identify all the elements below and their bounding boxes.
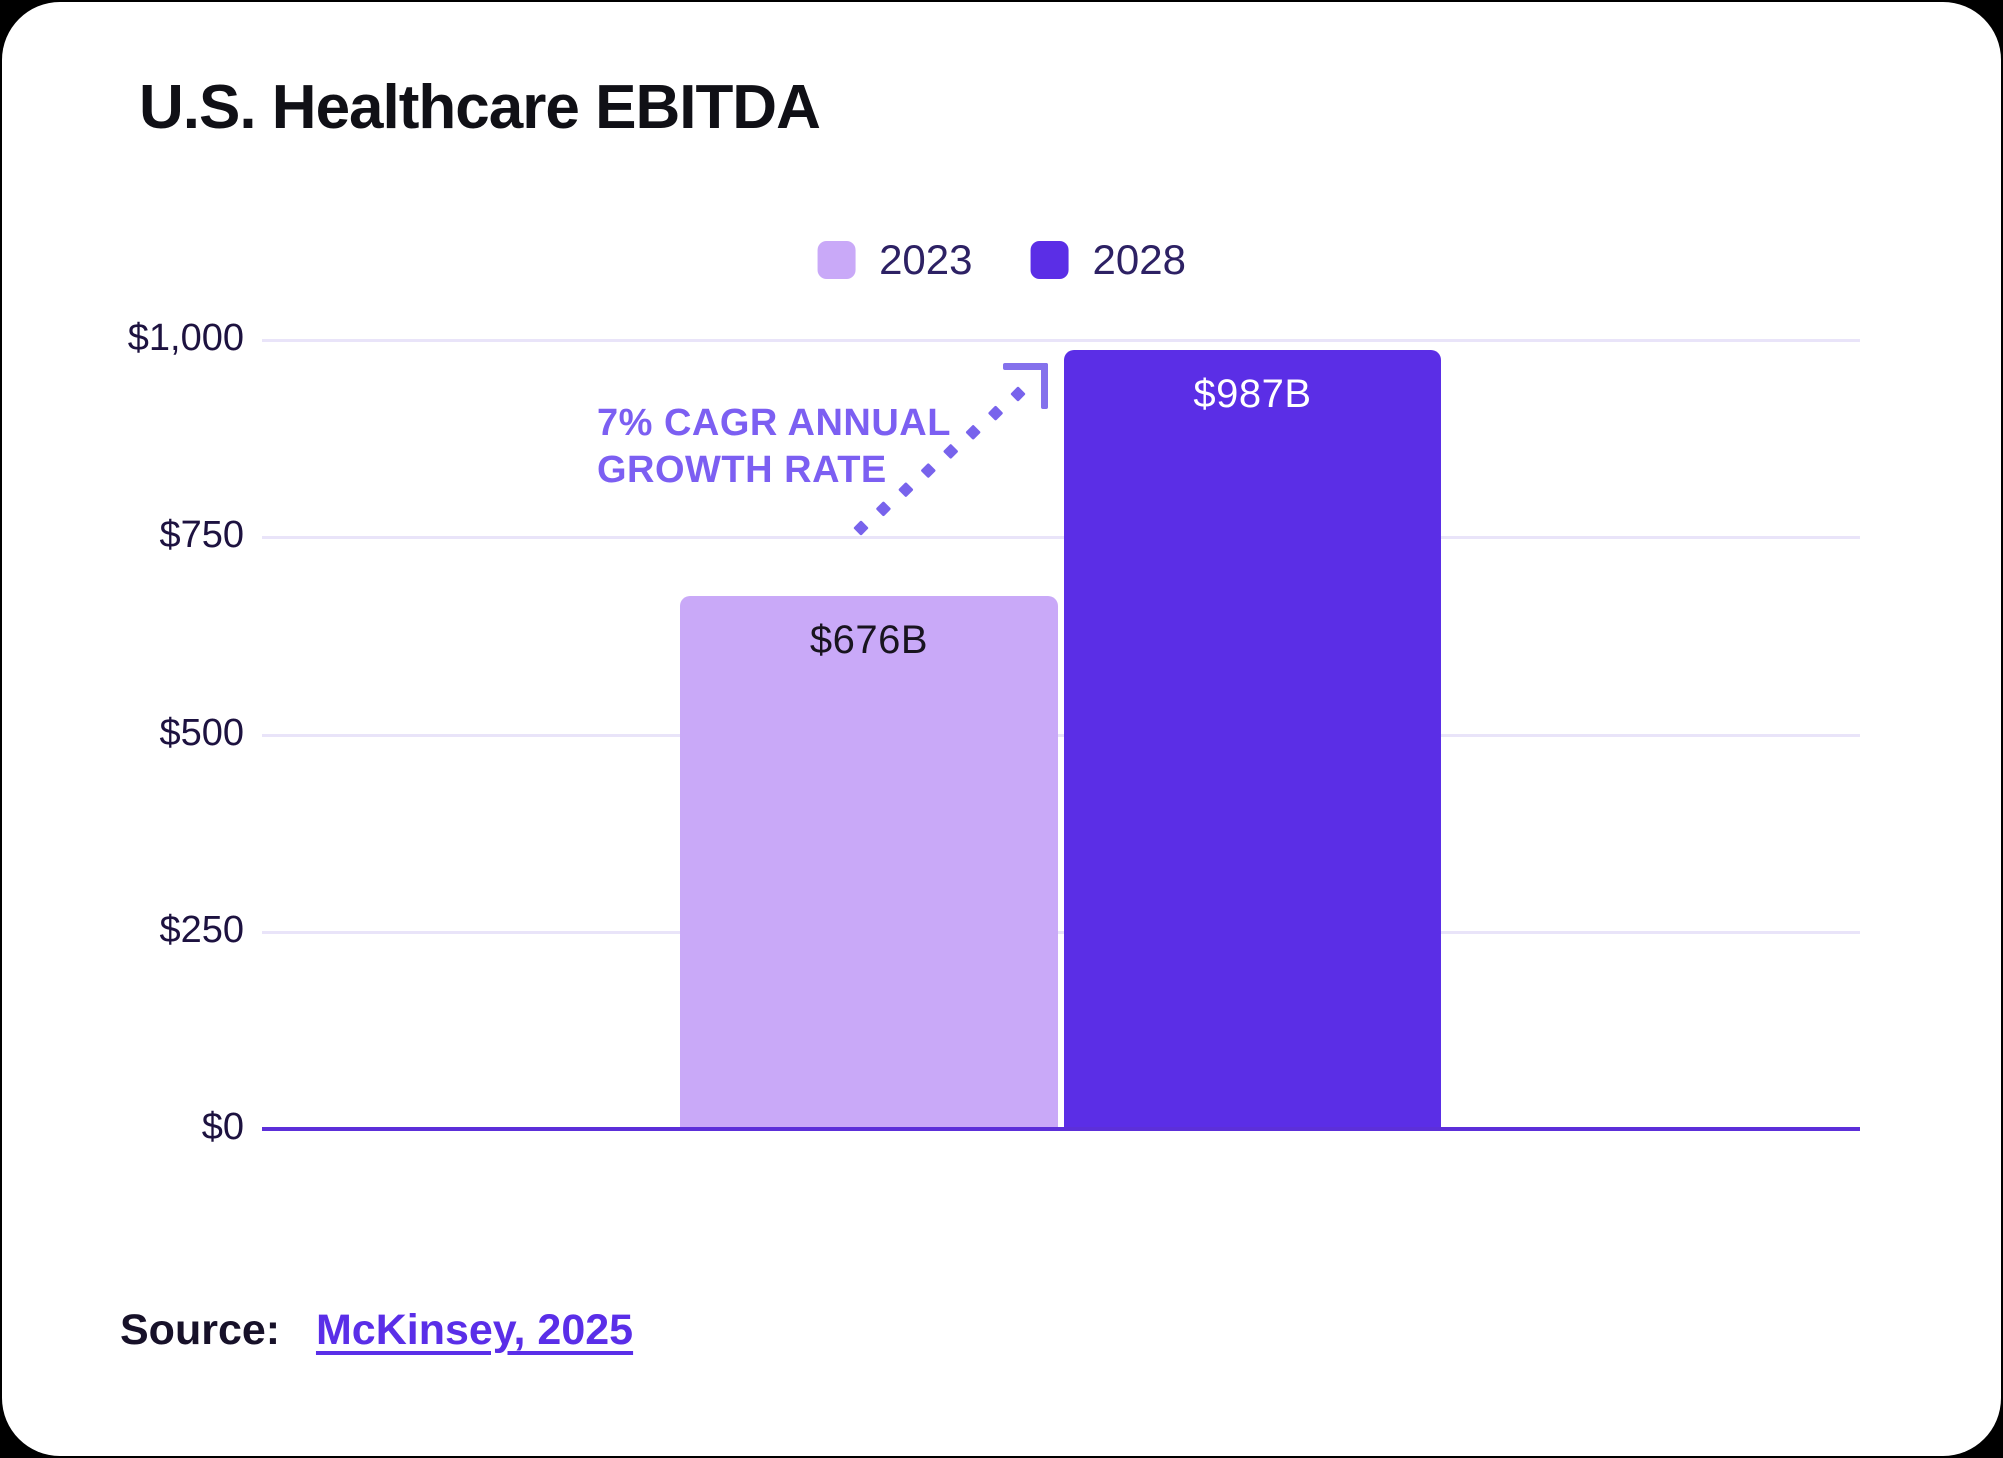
cagr-annotation-line1: 7% CAGR ANNUAL [597,402,951,444]
gridline [262,733,1860,737]
bar-2023[interactable]: $676B [680,595,1058,1129]
growth-arrow-icon [853,363,1048,536]
legend-item-2023[interactable]: 2023 [817,236,973,284]
source-link[interactable]: McKinsey, 2025 [315,1306,634,1354]
bar-value-label-2023: $676B [809,617,929,662]
cagr-annotation-line2: GROWTH RATE [597,449,887,491]
source-prefix: Source: [120,1306,281,1354]
source-row: Source: McKinsey, 2025 [120,1306,633,1355]
gridline [262,536,1860,540]
x-axis-line [262,1127,1860,1131]
bar-2028[interactable]: $987B [1064,350,1441,1129]
legend-swatch-2028 [1030,241,1069,279]
legend: 2023 2028 [817,236,1186,284]
y-tick-label: $0 [201,1106,244,1148]
y-tick-label: $500 [159,711,244,754]
y-tick-label: $1,000 [127,317,244,359]
legend-swatch-2023 [817,241,856,279]
gridline [262,339,1860,342]
y-tick-label: $250 [159,908,244,951]
gridline [262,930,1860,934]
chart-title: U.S. Healthcare EBITDA [139,73,821,142]
plot-area: $676B $987B [262,339,1860,1131]
legend-label-2028: 2028 [1092,236,1186,283]
cagr-annotation: 7% CAGR ANNUAL GROWTH RATE [597,400,951,494]
legend-item-2028[interactable]: 2028 [1030,236,1186,284]
bar-value-label-2028: $987B [1193,372,1312,417]
legend-label-2023: 2023 [879,236,973,283]
y-tick-label: $750 [159,514,244,557]
